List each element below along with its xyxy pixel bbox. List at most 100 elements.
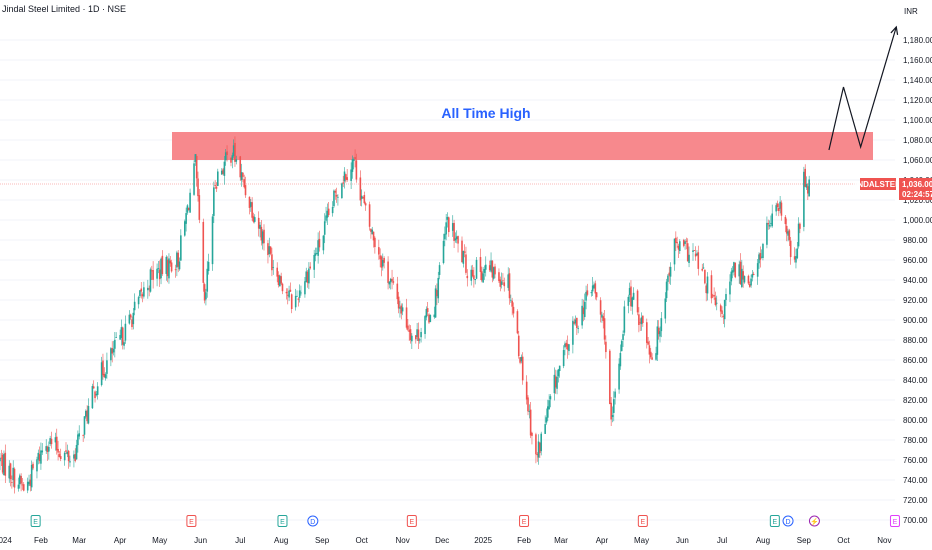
candle bbox=[692, 243, 694, 261]
candle-body bbox=[74, 454, 77, 461]
candle-body bbox=[331, 207, 334, 214]
candle-body bbox=[242, 172, 244, 177]
candle-body bbox=[743, 276, 746, 283]
candle-body bbox=[470, 269, 473, 281]
candle bbox=[360, 189, 363, 207]
candle-body bbox=[363, 195, 366, 204]
candle bbox=[248, 196, 251, 215]
candle-body bbox=[411, 335, 413, 342]
candle-body bbox=[252, 216, 255, 222]
candle bbox=[437, 271, 440, 304]
candle-body bbox=[250, 202, 252, 207]
candle bbox=[115, 332, 117, 339]
candle-body bbox=[657, 327, 660, 335]
candle-body bbox=[599, 300, 602, 315]
candle-body bbox=[0, 457, 1, 462]
candle-body bbox=[26, 481, 29, 491]
candle bbox=[289, 282, 292, 293]
candle bbox=[37, 449, 40, 465]
candle-body bbox=[202, 221, 205, 283]
candle bbox=[719, 303, 722, 318]
candle bbox=[222, 167, 224, 176]
candle-body bbox=[738, 264, 740, 277]
candle-body bbox=[481, 271, 483, 281]
candle bbox=[685, 237, 688, 250]
event-letter: D bbox=[786, 519, 791, 526]
event-letter: E bbox=[33, 519, 38, 526]
candle-body bbox=[568, 344, 570, 352]
candle bbox=[648, 340, 651, 364]
candle bbox=[622, 330, 624, 347]
candle bbox=[602, 312, 605, 329]
candle bbox=[193, 160, 195, 196]
candle-body bbox=[492, 267, 495, 279]
time-axis[interactable]: 2024 Feb Mar Apr May Jun Jul Aug Sep Oct Nov Dec 202… bbox=[0, 536, 892, 545]
candle bbox=[490, 252, 492, 273]
event-marker: D bbox=[307, 515, 319, 527]
candle bbox=[611, 406, 614, 423]
price-axis[interactable]: 700.00 720.00 740.00 760.00 780.00 800.00 820.… bbox=[903, 7, 932, 525]
candle-body bbox=[668, 272, 671, 276]
candle bbox=[363, 191, 366, 205]
projection-arrow-layer bbox=[828, 25, 899, 151]
candle bbox=[165, 255, 168, 281]
candle-body bbox=[632, 292, 635, 300]
candle bbox=[380, 255, 383, 277]
candle bbox=[525, 375, 528, 405]
dividend-icon bbox=[307, 515, 319, 527]
candle-body bbox=[391, 278, 393, 282]
candle-body bbox=[631, 297, 634, 307]
candle-body bbox=[618, 363, 620, 390]
price-tick-label: 1,060.00 bbox=[903, 156, 932, 165]
candle bbox=[710, 270, 713, 304]
candle-body bbox=[149, 269, 152, 292]
candle-body bbox=[139, 290, 141, 297]
candle-body bbox=[723, 299, 726, 320]
candle bbox=[784, 214, 787, 233]
candle-body bbox=[648, 345, 651, 355]
candle bbox=[491, 260, 494, 283]
candle bbox=[231, 152, 234, 169]
candle-body bbox=[3, 453, 5, 476]
candle-body bbox=[355, 160, 358, 180]
candle bbox=[462, 250, 465, 268]
time-tick-label: Aug bbox=[756, 536, 770, 545]
candle-body bbox=[516, 311, 519, 334]
candle bbox=[767, 219, 770, 230]
price-tick-label: 780.00 bbox=[903, 436, 928, 445]
candle bbox=[742, 265, 744, 288]
candle bbox=[323, 213, 326, 244]
candle-body bbox=[217, 171, 219, 187]
candle bbox=[438, 262, 441, 280]
candle-body bbox=[803, 171, 805, 227]
candle-body bbox=[704, 269, 706, 284]
candle bbox=[74, 448, 77, 463]
candle bbox=[470, 265, 473, 286]
price-tick-label: 700.00 bbox=[903, 516, 928, 525]
candle bbox=[396, 276, 399, 305]
candle bbox=[400, 303, 403, 320]
candle bbox=[444, 226, 446, 247]
candle bbox=[676, 236, 678, 248]
candle bbox=[325, 206, 327, 223]
candle bbox=[368, 201, 371, 231]
candle bbox=[586, 283, 589, 297]
candle-body bbox=[374, 237, 376, 248]
candle bbox=[750, 274, 752, 288]
candle-body bbox=[174, 269, 177, 271]
candle bbox=[121, 326, 124, 350]
candle bbox=[399, 300, 401, 318]
candle bbox=[41, 443, 44, 455]
candle-body bbox=[590, 292, 593, 294]
candle bbox=[593, 281, 595, 290]
candle bbox=[519, 357, 521, 365]
candle bbox=[554, 369, 557, 394]
symbol-tag: JINDALSTEEL bbox=[851, 180, 906, 189]
candle bbox=[91, 383, 94, 409]
candle bbox=[630, 280, 632, 311]
candle bbox=[445, 214, 447, 241]
candle-body bbox=[454, 238, 457, 241]
candle-body bbox=[660, 318, 663, 332]
candle-body bbox=[184, 221, 186, 236]
